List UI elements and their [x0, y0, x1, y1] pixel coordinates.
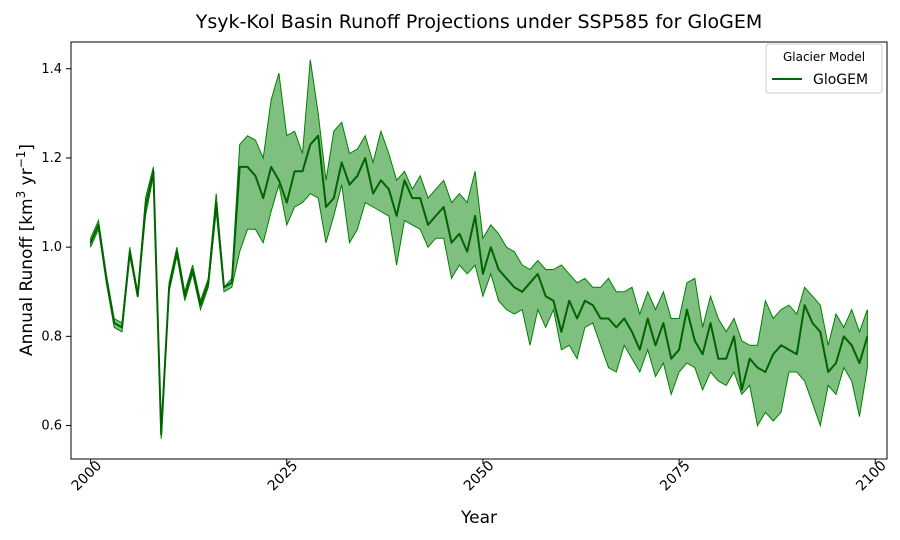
y-tick-label: 0.6 — [41, 419, 62, 434]
x-tick-label: 2100 — [853, 458, 890, 495]
legend-box — [765, 43, 883, 94]
x-tick-label: 2000 — [69, 458, 106, 495]
legend-entry-glogem: GloGEM — [813, 72, 868, 88]
y-axis: 0.6 0.8 1.0 1.2 1.4 — [41, 62, 71, 434]
y-axis-label: Annual Runoff [km3 yr−1] — [14, 144, 37, 356]
y-axis-label-sup1: 3 — [14, 191, 28, 199]
legend: Glacier Model GloGEM — [765, 43, 883, 94]
y-tick-label: 0.8 — [41, 329, 62, 344]
plot-area — [89, 59, 869, 439]
legend-title: Glacier Model — [783, 50, 865, 64]
y-tick-label: 1.0 — [41, 240, 62, 255]
x-tick-label: 2025 — [265, 458, 302, 495]
x-tick-label: 2075 — [657, 458, 694, 495]
chart-title: Ysyk-Kol Basin Runoff Projections under … — [195, 11, 763, 33]
x-tick-label: 2050 — [461, 458, 498, 495]
y-axis-label-end: ] — [17, 144, 37, 151]
x-axis: 2000 2025 2050 2075 2100 — [69, 458, 890, 495]
y-axis-label-main: Annual Runoff [km — [17, 198, 37, 356]
plot-frame — [70, 41, 888, 460]
y-tick-label: 1.4 — [41, 62, 62, 77]
y-tick-label: 1.2 — [41, 151, 62, 166]
x-axis-label: Year — [460, 508, 497, 528]
y-axis-label-sup2: −1 — [14, 151, 28, 169]
y-axis-label-mid: yr — [17, 168, 37, 190]
series-line-glogem — [89, 134, 869, 436]
